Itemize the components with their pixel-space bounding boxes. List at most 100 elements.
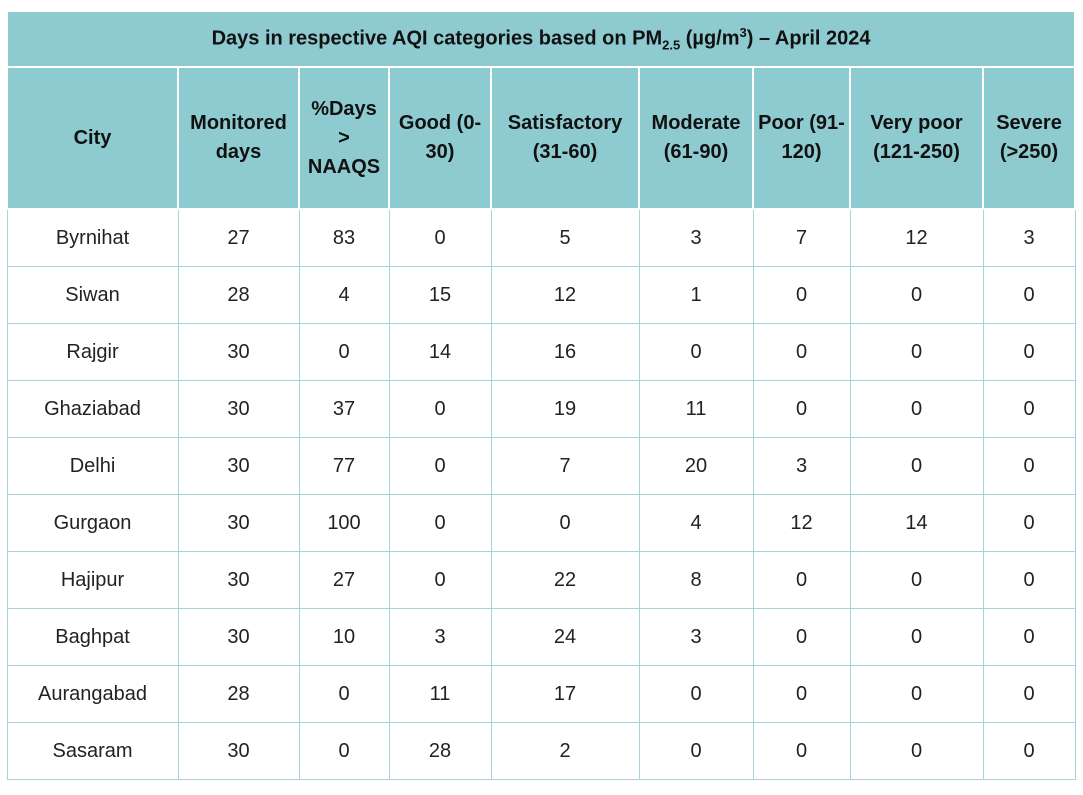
value-cell: 5 xyxy=(490,208,640,267)
value-cell: 0 xyxy=(849,323,984,381)
value-cell: 0 xyxy=(752,608,851,666)
value-cell: 4 xyxy=(638,494,754,552)
value-cell: 30 xyxy=(177,722,300,780)
table-body: Byrnihat 27 83 0 5 3 7 12 3 Siwan 28 4 15 12 1 0 0 0 Rajgi… xyxy=(6,208,1076,780)
value-cell: 12 xyxy=(849,208,984,267)
value-cell: 3 xyxy=(982,208,1076,267)
value-cell: 3 xyxy=(752,437,851,495)
title-sup: 3 xyxy=(739,25,747,41)
value-cell: 0 xyxy=(638,665,754,723)
value-cell: 37 xyxy=(298,380,390,438)
value-cell: 0 xyxy=(638,722,754,780)
city-cell: Rajgir xyxy=(6,323,179,381)
column-header: Monitored days xyxy=(177,66,300,210)
value-cell: 11 xyxy=(388,665,492,723)
value-cell: 20 xyxy=(638,437,754,495)
title-row: Days in respective AQI categories based … xyxy=(5,10,1077,68)
value-cell: 19 xyxy=(490,380,640,438)
city-cell: Byrnihat xyxy=(6,208,179,267)
data-row: Byrnihat 27 83 0 5 3 7 12 3 xyxy=(6,208,1076,267)
value-cell: 100 xyxy=(298,494,390,552)
value-cell: 12 xyxy=(490,266,640,324)
value-cell: 27 xyxy=(177,208,300,267)
data-row: Delhi 30 77 0 7 20 3 0 0 xyxy=(6,437,1076,495)
value-cell: 0 xyxy=(982,437,1076,495)
value-cell: 0 xyxy=(298,323,390,381)
value-cell: 30 xyxy=(177,437,300,495)
value-cell: 3 xyxy=(638,208,754,267)
value-cell: 0 xyxy=(982,722,1076,780)
column-header: Poor (91-120) xyxy=(752,66,851,210)
value-cell: 14 xyxy=(388,323,492,381)
value-cell: 83 xyxy=(298,208,390,267)
value-cell: 8 xyxy=(638,551,754,609)
data-row: Siwan 28 4 15 12 1 0 0 0 xyxy=(6,266,1076,324)
value-cell: 0 xyxy=(982,380,1076,438)
value-cell: 7 xyxy=(752,208,851,267)
title-rest: ) – April 2024 xyxy=(746,27,871,50)
value-cell: 0 xyxy=(982,608,1076,666)
value-cell: 0 xyxy=(849,722,984,780)
aqi-table: Days in respective AQI categories based … xyxy=(5,10,1077,780)
column-header: Very poor (121-250) xyxy=(849,66,984,210)
city-cell: Siwan xyxy=(6,266,179,324)
city-cell: Ghaziabad xyxy=(6,380,179,438)
value-cell: 4 xyxy=(298,266,390,324)
data-row: Gurgaon 30 100 0 0 4 12 14 0 xyxy=(6,494,1076,552)
value-cell: 0 xyxy=(388,551,492,609)
data-row: Baghpat 30 10 3 24 3 0 0 0 xyxy=(6,608,1076,666)
value-cell: 0 xyxy=(298,722,390,780)
value-cell: 10 xyxy=(298,608,390,666)
value-cell: 30 xyxy=(177,380,300,438)
data-row: Rajgir 30 0 14 16 0 0 0 0 xyxy=(6,323,1076,381)
data-row: Ghaziabad 30 37 0 19 11 0 0 0 xyxy=(6,380,1076,438)
value-cell: 0 xyxy=(849,608,984,666)
value-cell: 0 xyxy=(388,380,492,438)
city-cell: Gurgaon xyxy=(6,494,179,552)
value-cell: 0 xyxy=(490,494,640,552)
column-header: Satisfactory (31-60) xyxy=(490,66,640,210)
value-cell: 3 xyxy=(388,608,492,666)
value-cell: 27 xyxy=(298,551,390,609)
data-row: Sasaram 30 0 28 2 0 0 0 0 xyxy=(6,722,1076,780)
value-cell: 28 xyxy=(388,722,492,780)
table-title: Days in respective AQI categories based … xyxy=(5,10,1077,68)
city-cell: Aurangabad xyxy=(6,665,179,723)
value-cell: 14 xyxy=(849,494,984,552)
value-cell: 0 xyxy=(982,266,1076,324)
value-cell: 0 xyxy=(849,437,984,495)
data-row: Hajipur 30 27 0 22 8 0 0 0 xyxy=(6,551,1076,609)
value-cell: 0 xyxy=(388,437,492,495)
value-cell: 0 xyxy=(752,266,851,324)
value-cell: 3 xyxy=(638,608,754,666)
value-cell: 7 xyxy=(490,437,640,495)
value-cell: 0 xyxy=(849,380,984,438)
value-cell: 30 xyxy=(177,494,300,552)
value-cell: 0 xyxy=(982,323,1076,381)
value-cell: 30 xyxy=(177,608,300,666)
value-cell: 12 xyxy=(752,494,851,552)
value-cell: 0 xyxy=(752,722,851,780)
value-cell: 0 xyxy=(849,266,984,324)
title-text: Days in respective AQI categories based … xyxy=(211,27,663,50)
value-cell: 0 xyxy=(982,494,1076,552)
city-cell: Sasaram xyxy=(6,722,179,780)
city-cell: Hajipur xyxy=(6,551,179,609)
value-cell: 0 xyxy=(849,551,984,609)
city-cell: Baghpat xyxy=(6,608,179,666)
header-row: City Monitored days %Days > NAAQS Good (0-3… xyxy=(6,66,1077,210)
data-row: Aurangabad 28 0 11 17 0 0 0 0 xyxy=(6,665,1076,723)
value-cell: 0 xyxy=(388,208,492,267)
title-sub: 2.5 xyxy=(662,37,681,53)
value-cell: 24 xyxy=(490,608,640,666)
column-header: City xyxy=(6,66,179,210)
value-cell: 17 xyxy=(490,665,640,723)
value-cell: 0 xyxy=(752,380,851,438)
title-unit: (µg/m xyxy=(680,27,740,50)
value-cell: 0 xyxy=(752,665,851,723)
value-cell: 16 xyxy=(490,323,640,381)
value-cell: 28 xyxy=(177,665,300,723)
value-cell: 0 xyxy=(982,551,1076,609)
table-head: Days in respective AQI categories based … xyxy=(5,10,1077,210)
